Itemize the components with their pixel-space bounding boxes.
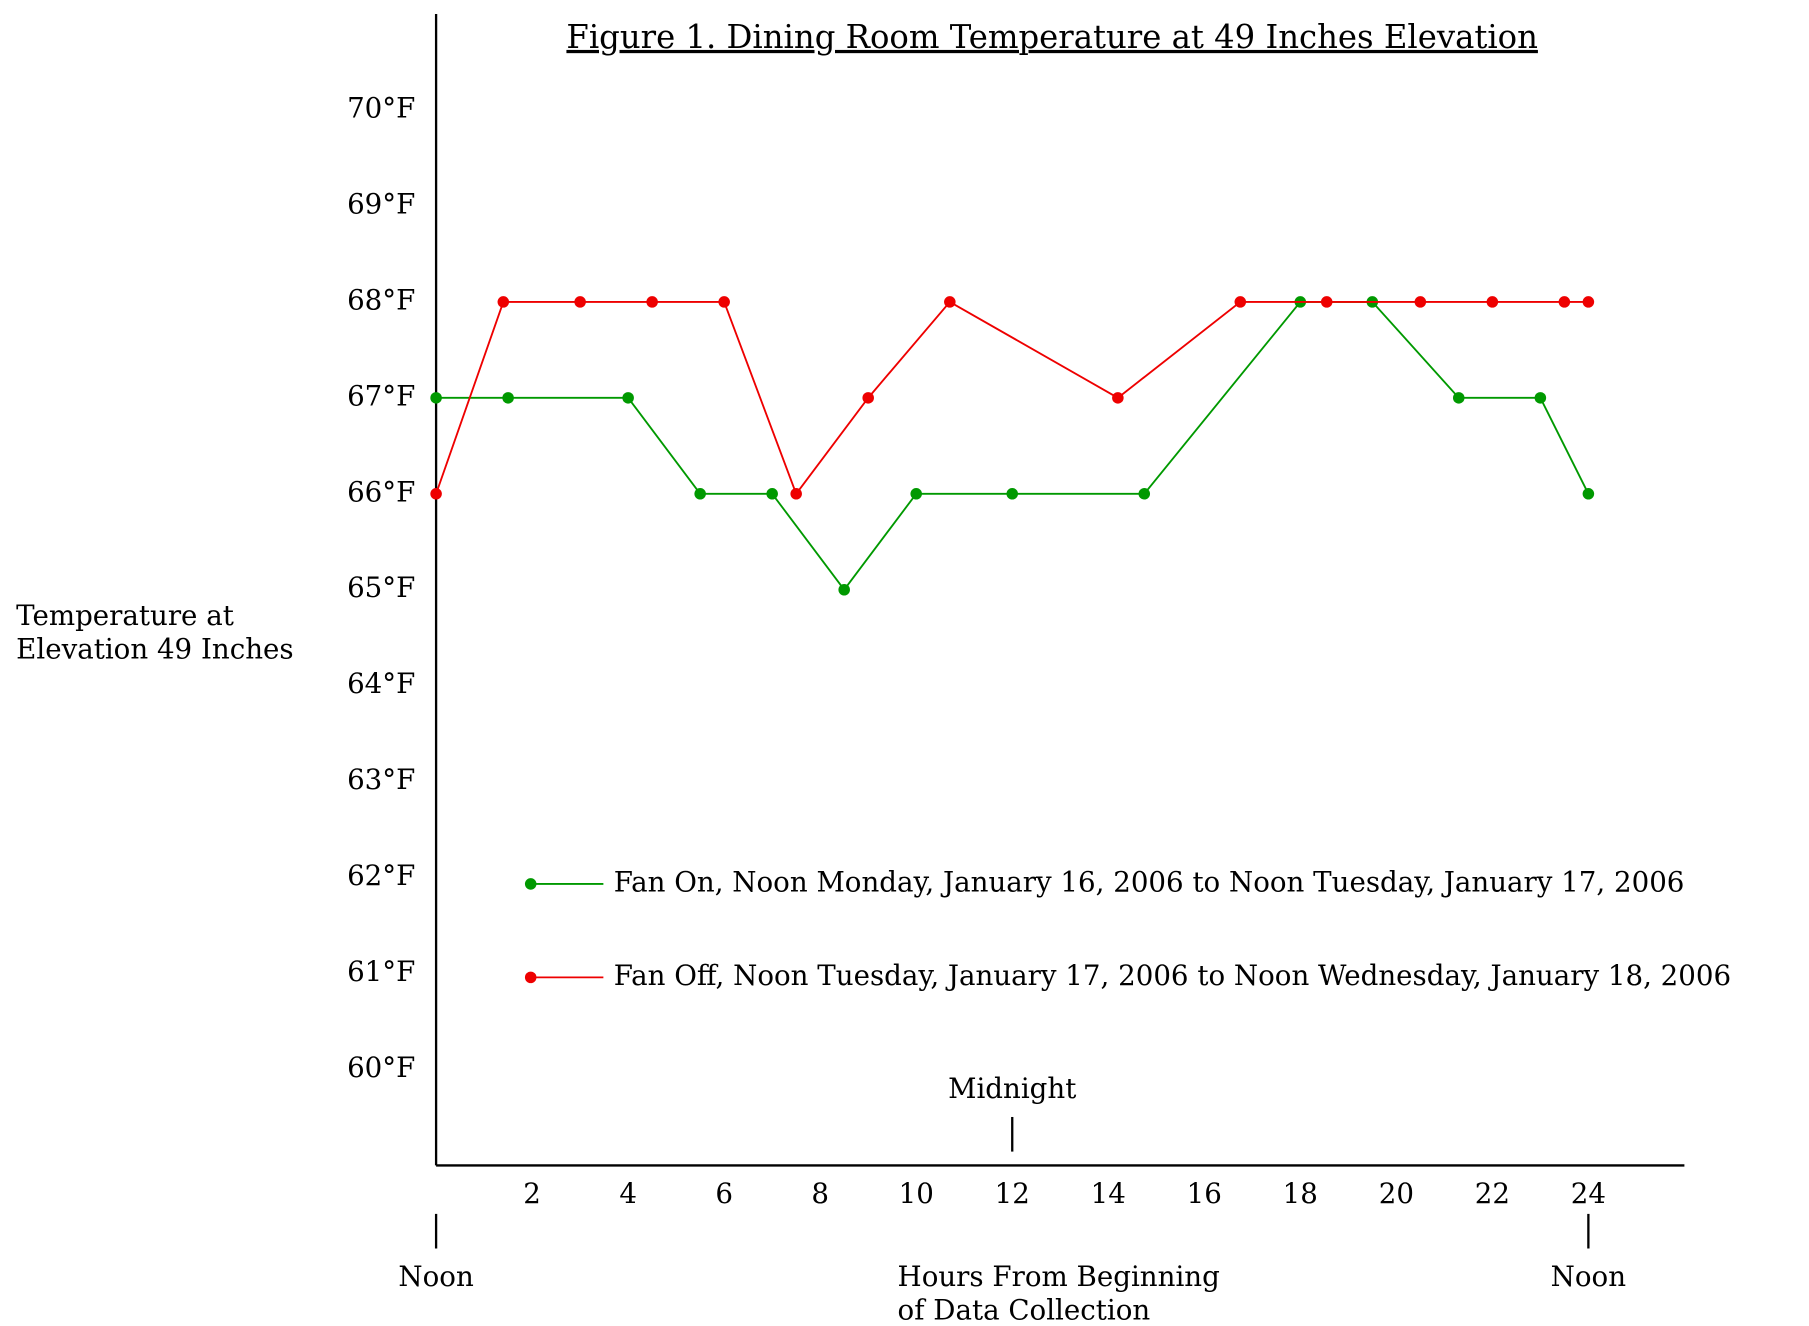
data-point bbox=[862, 392, 874, 404]
y-tick-label: 70°F bbox=[347, 91, 415, 124]
x-tick-label: 24 bbox=[1571, 1177, 1606, 1210]
legend-label: Fan Off, Noon Tuesday, January 17, 2006 … bbox=[614, 959, 1731, 992]
x-tick-label: 8 bbox=[811, 1177, 829, 1210]
data-point bbox=[1452, 392, 1465, 404]
annotation: Midnight bbox=[948, 1072, 1076, 1105]
data-point bbox=[1414, 296, 1427, 308]
data-point bbox=[838, 583, 850, 596]
y-tick-label: 66°F bbox=[347, 475, 415, 508]
y-tick-label: 61°F bbox=[347, 955, 415, 988]
legend-marker bbox=[524, 971, 537, 984]
data-point bbox=[1534, 392, 1547, 404]
data-point bbox=[766, 488, 778, 500]
y-axis-label: Elevation 49 Inches bbox=[16, 632, 293, 665]
data-point bbox=[944, 296, 956, 308]
data-point bbox=[1486, 296, 1499, 308]
x-tick-label: 16 bbox=[1187, 1177, 1222, 1210]
data-point bbox=[790, 488, 802, 500]
data-point bbox=[1558, 296, 1571, 308]
data-point bbox=[1320, 296, 1333, 308]
data-point bbox=[1006, 488, 1019, 500]
data-point bbox=[1138, 488, 1151, 500]
y-tick-label: 68°F bbox=[347, 283, 415, 316]
x-tick-label: 12 bbox=[995, 1177, 1030, 1210]
x-tick-label: 4 bbox=[619, 1177, 637, 1210]
y-tick-label: 60°F bbox=[347, 1051, 415, 1084]
chart-title: Figure 1. Dining Room Temperature at 49 … bbox=[566, 18, 1538, 56]
data-point bbox=[1582, 488, 1595, 500]
x-tick-label: 2 bbox=[523, 1177, 541, 1210]
data-point bbox=[430, 392, 442, 404]
y-tick-label: 65°F bbox=[347, 571, 415, 604]
x-tick-label: 18 bbox=[1283, 1177, 1318, 1210]
data-point bbox=[646, 296, 658, 308]
data-point bbox=[1234, 296, 1247, 308]
x-tick-label: 14 bbox=[1091, 1177, 1126, 1210]
x-tick-label: 20 bbox=[1379, 1177, 1414, 1210]
data-point bbox=[1112, 392, 1124, 404]
annotation: Noon bbox=[398, 1260, 474, 1293]
y-axis-label: Temperature at bbox=[16, 599, 234, 632]
series-line bbox=[436, 300, 1590, 592]
legend-label: Fan On, Noon Monday, January 16, 2006 to… bbox=[614, 865, 1685, 898]
data-point bbox=[502, 392, 514, 404]
data-point bbox=[430, 488, 442, 500]
data-point bbox=[910, 488, 922, 500]
data-point bbox=[622, 392, 634, 404]
x-tick-label: 22 bbox=[1475, 1177, 1510, 1210]
data-point bbox=[497, 296, 510, 308]
annotation: Noon bbox=[1551, 1260, 1627, 1293]
data-point bbox=[574, 296, 586, 308]
data-point bbox=[718, 296, 730, 308]
y-tick-label: 63°F bbox=[347, 763, 415, 796]
legend-marker bbox=[524, 878, 537, 890]
y-tick-label: 67°F bbox=[347, 379, 415, 412]
y-tick-label: 69°F bbox=[347, 187, 415, 220]
x-axis-label: Hours From Beginning bbox=[898, 1260, 1220, 1293]
x-tick-label: 10 bbox=[899, 1177, 934, 1210]
x-axis-label: of Data Collection bbox=[898, 1293, 1151, 1326]
y-tick-label: 64°F bbox=[347, 667, 415, 700]
y-tick-label: 62°F bbox=[347, 859, 415, 892]
data-point bbox=[1582, 296, 1595, 308]
x-tick-label: 6 bbox=[715, 1177, 733, 1210]
data-point bbox=[694, 488, 706, 500]
